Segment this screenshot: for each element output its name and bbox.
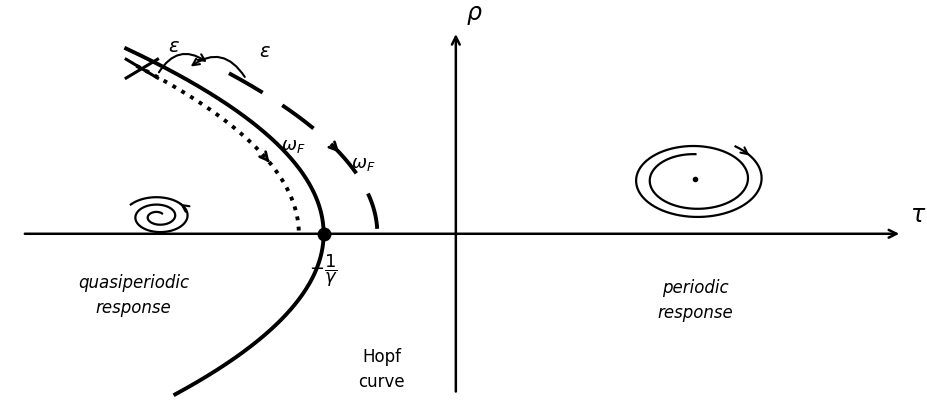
Text: $\epsilon$: $\epsilon$ [168, 37, 180, 56]
Text: $\rho$: $\rho$ [465, 3, 482, 27]
Text: quasiperiodic
response: quasiperiodic response [78, 274, 189, 316]
Text: $\omega_F$: $\omega_F$ [281, 137, 305, 154]
Text: $-\dfrac{1}{\gamma}$: $-\dfrac{1}{\gamma}$ [309, 252, 337, 288]
Text: $\tau$: $\tau$ [909, 203, 926, 227]
Text: periodic
response: periodic response [657, 278, 732, 321]
Text: Hopf
curve: Hopf curve [358, 348, 404, 390]
Text: $\omega_F$: $\omega_F$ [350, 154, 375, 172]
Text: $\epsilon$: $\epsilon$ [259, 41, 271, 60]
